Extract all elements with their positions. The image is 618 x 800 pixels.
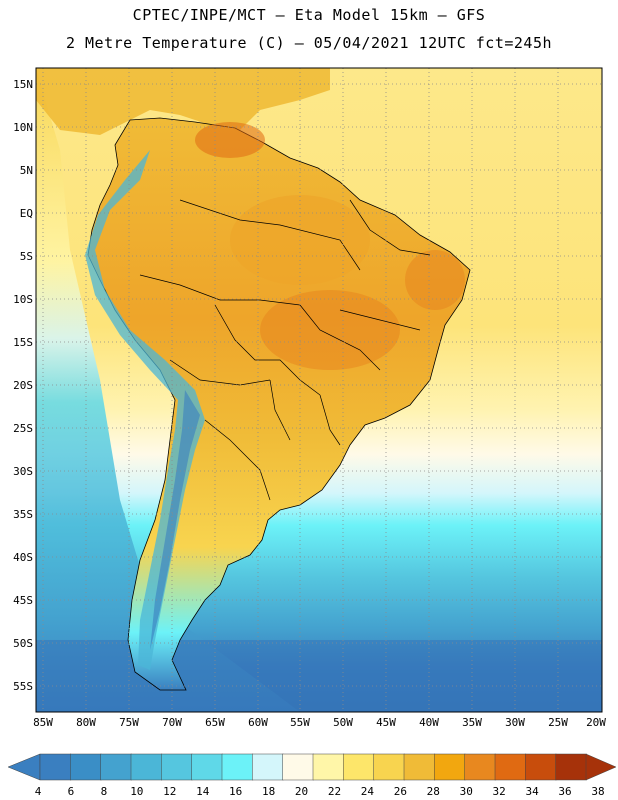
lon-label: 50W [333,716,353,729]
colorbar-label: 12 [163,785,176,798]
lon-label: 35W [462,716,482,729]
central-brazil-hot-patch [260,290,400,370]
lon-label: 85W [33,716,53,729]
lat-label: 50S [13,637,33,650]
map-frame [35,67,603,713]
andes-cold-strip [85,150,205,670]
colorbar-swatch [403,753,436,781]
lat-label: 55S [13,680,33,693]
lat-label: 30S [13,465,33,478]
colorbar-swatch [39,753,72,781]
map-title-line-2: 2 Metre Temperature (C) – 05/04/2021 12U… [65,34,553,52]
lat-label: 20S [13,379,33,392]
graticule [36,68,602,712]
colorbar-label: 4 [35,785,42,798]
lat-label: 15N [13,78,33,91]
lat-label: 25S [13,422,33,435]
lon-label: 55W [290,716,310,729]
lon-label: 80W [76,716,96,729]
colorbar-swatch [161,753,193,781]
colorbar-label: 26 [394,785,407,798]
colorbar-low-arrow [7,753,41,781]
lon-label: 45W [376,716,396,729]
temperature-colorbar: 4 6 8 10 12 14 16 18 20 22 24 26 28 30 32 34 36 38 [7,753,617,798]
lon-label: 75W [119,716,139,729]
lat-label: 10N [13,121,33,134]
lat-label: EQ [20,207,33,220]
colorbar-swatch [130,753,163,781]
lat-label: 5S [20,250,33,263]
andes-cold-core [150,390,200,650]
lat-label: 10S [13,293,33,306]
lat-label: 40S [13,551,33,564]
lat-label: 45S [13,594,33,607]
colorbar-label: 32 [493,785,506,798]
colorbar-swatch [312,753,345,781]
southern-ocean-cold-band [36,640,602,712]
colorbar-swatch [100,753,132,781]
lon-label: 20W [586,716,606,729]
colorbar-label: 28 [427,785,440,798]
colorbar-label: 38 [591,785,604,798]
colorbar-label: 8 [101,785,108,798]
lon-label: 40W [419,716,439,729]
colorbar-label: 18 [262,785,275,798]
caribbean-warm-area [36,68,330,135]
venezuela-hot-patch [195,122,265,158]
colorbar-swatches [39,753,587,781]
colorbar-label: 6 [68,785,75,798]
lat-label: 5N [20,164,33,177]
colorbar-label: 36 [558,785,571,798]
lon-label: 65W [205,716,225,729]
colorbar-labels: 4 6 8 10 12 14 16 18 20 22 24 26 28 30 32 34 36 38 [35,785,605,798]
northeast-brazil-hot-patch [405,250,465,310]
colorbar-high-arrow [585,753,617,781]
colorbar-swatch [221,753,254,781]
colorbar-label: 14 [196,785,210,798]
colorbar-swatch [343,753,375,781]
colorbar-swatch [555,753,587,781]
lat-label: 15S [13,336,33,349]
colorbar-label: 22 [328,785,341,798]
lon-label: 60W [248,716,268,729]
map-title-line-1: CPTEC/INPE/MCT – Eta Model 15km – GFS [132,6,486,24]
lon-label: 70W [162,716,182,729]
longitude-labels: 85W 80W 75W 70W 65W 60W 55W 50W 45W 40W … [33,716,606,729]
lon-label: 25W [548,716,568,729]
colorbar-label: 24 [361,785,375,798]
pacific-ocean-field [36,68,300,712]
colorbar-swatch [282,753,314,781]
colorbar-swatch [494,753,527,781]
colorbar-label: 30 [460,785,473,798]
colorbar-label: 20 [295,785,308,798]
colorbar-label: 16 [229,785,242,798]
lat-label: 35S [13,508,33,521]
colorbar-label: 10 [130,785,143,798]
colorbar-swatch [464,753,496,781]
colorbar-swatch [434,753,466,781]
colorbar-swatch [191,753,223,781]
map-plot-area [36,68,602,712]
colorbar-swatch [373,753,405,781]
colorbar-swatch [70,753,102,781]
colorbar-swatch [252,753,284,781]
colorbar-swatch [525,753,557,781]
lon-label: 30W [505,716,525,729]
colorbar-label: 34 [525,785,539,798]
latitude-labels: 15N 10N 5N EQ 5S 10S 15S 20S 25S 30S 35S… [13,78,33,693]
